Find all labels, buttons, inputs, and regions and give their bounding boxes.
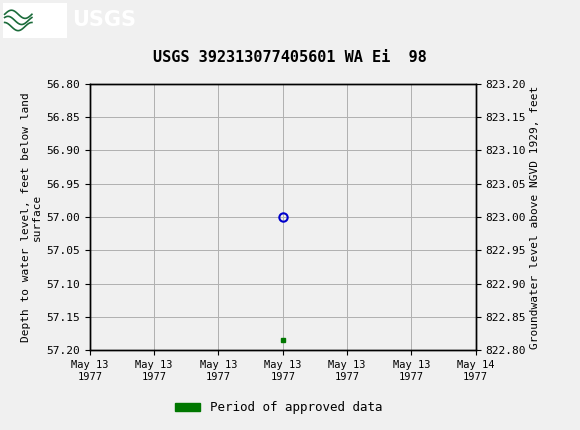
Text: USGS 392313077405601 WA Ei  98: USGS 392313077405601 WA Ei 98	[153, 49, 427, 64]
Legend: Period of approved data: Period of approved data	[169, 396, 387, 419]
Y-axis label: Groundwater level above NGVD 1929, feet: Groundwater level above NGVD 1929, feet	[530, 86, 540, 349]
Y-axis label: Depth to water level, feet below land
surface: Depth to water level, feet below land su…	[21, 92, 42, 342]
Text: USGS: USGS	[72, 10, 136, 31]
Bar	[3, 3, 67, 37]
